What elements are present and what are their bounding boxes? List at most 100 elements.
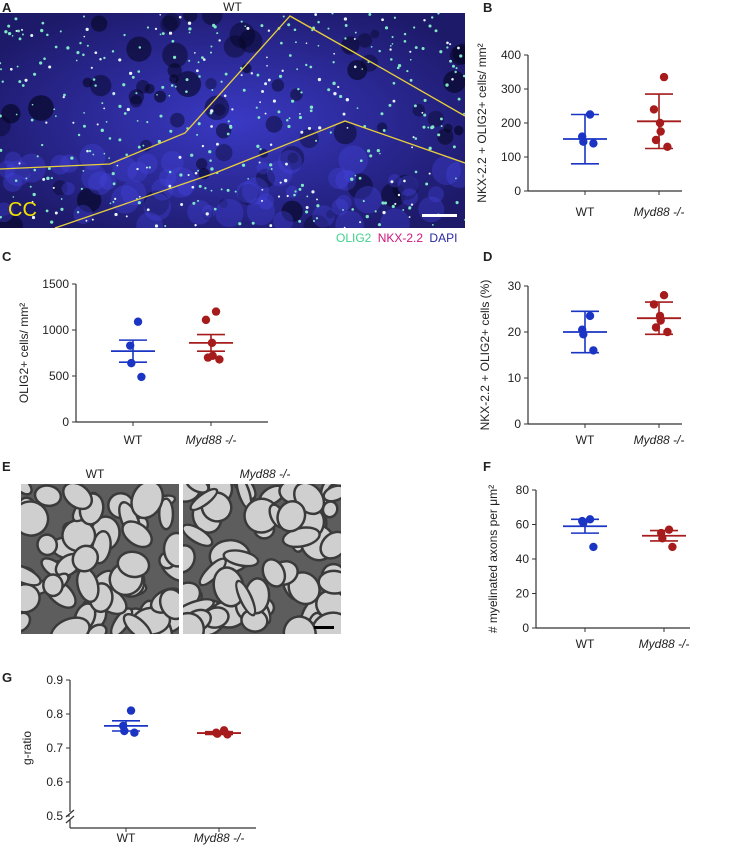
- olig2-cell: [197, 169, 200, 172]
- axon: [125, 615, 151, 634]
- dark-patch: [333, 121, 357, 145]
- olig2-cell: [283, 178, 288, 183]
- axon: [214, 568, 243, 606]
- olig2-cell: [4, 30, 8, 34]
- olig2-cell: [66, 46, 70, 50]
- olig2-cell: [0, 148, 3, 152]
- olig2-cell: [213, 207, 217, 211]
- olig2-cell: [1, 80, 4, 83]
- olig2-cell: [267, 29, 271, 32]
- olig2-cell: [251, 221, 255, 225]
- olig2-cell: [391, 204, 395, 209]
- corpus-callosum-lower-boundary: [54, 120, 465, 228]
- olig2-cell: [210, 125, 213, 128]
- olig2-cell: [210, 51, 213, 54]
- dark-patch: [128, 89, 145, 105]
- olig2-cell: [300, 91, 303, 94]
- dark-patch: [28, 95, 54, 121]
- dark-patch: [223, 35, 247, 58]
- olig2-cell: [277, 110, 281, 114]
- olig2-cell: [414, 46, 418, 50]
- olig2-cell: [406, 69, 409, 73]
- olig2-cell: [146, 166, 148, 169]
- olig2-cell: [397, 193, 401, 197]
- olig2-cell: [440, 125, 443, 128]
- panel-letter: F: [483, 459, 491, 474]
- axon: [36, 486, 60, 505]
- olig2-cell: [377, 223, 382, 227]
- olig2-cell: [135, 92, 138, 95]
- olig2-cell: [125, 153, 129, 157]
- olig2-cell: [434, 29, 438, 33]
- dark-patch: [238, 29, 263, 53]
- olig2-cell: [157, 139, 161, 144]
- y-axis-label: g-ratio: [20, 731, 34, 765]
- nuclei-cluster: [257, 193, 275, 210]
- olig2-cell: [154, 224, 159, 228]
- data-point: [649, 300, 659, 309]
- olig2-cell: [277, 195, 281, 198]
- olig2-cell: [194, 171, 198, 175]
- olig2-cell: [24, 78, 28, 82]
- olig2-cell: [342, 209, 344, 211]
- olig2-cell: [53, 108, 56, 111]
- olig2-cell: [14, 179, 18, 182]
- olig2-cell: [421, 111, 424, 114]
- dark-patch: [1, 103, 21, 124]
- data-point: [213, 729, 222, 738]
- dark-patch: [347, 173, 373, 199]
- olig2-cell: [257, 116, 261, 119]
- olig2-cell: [118, 58, 122, 62]
- olig2-cell: [293, 193, 296, 197]
- axon: [289, 573, 319, 603]
- dark-patch: [91, 15, 108, 32]
- olig2-cell: [409, 58, 412, 61]
- nuclei-cluster: [127, 161, 148, 183]
- axon: [21, 585, 39, 612]
- legend-nkx: NKX-2.2: [377, 231, 424, 245]
- olig2-cell: [430, 126, 434, 130]
- y-tick-label: 1000: [42, 323, 69, 337]
- olig2-cell: [50, 220, 54, 224]
- olig2-cell: [123, 112, 127, 115]
- olig2-cell: [389, 48, 392, 51]
- legend-olig2: OLIG2: [336, 231, 372, 245]
- data-point: [656, 316, 665, 325]
- olig2-cell: [413, 26, 416, 29]
- dark-patch: [255, 168, 276, 188]
- dark-patch: [453, 125, 464, 136]
- y-tick-label: 500: [49, 369, 69, 383]
- olig2-cell: [437, 13, 440, 15]
- dark-patch: [427, 110, 444, 128]
- olig2-cell: [0, 216, 2, 219]
- olig2-cell: [76, 211, 80, 214]
- data-point: [656, 127, 665, 136]
- olig2-cell: [111, 50, 115, 53]
- olig2-cell: [40, 143, 44, 147]
- olig2-cell: [31, 200, 34, 203]
- olig2-cell: [30, 34, 34, 37]
- data-point: [659, 72, 669, 82]
- olig2-cell: [227, 120, 230, 123]
- em-micrograph-wt: [21, 484, 179, 634]
- y-tick-label: 60: [516, 518, 530, 532]
- nuclei-cluster: [445, 161, 465, 188]
- data-point: [651, 135, 661, 145]
- nuclei-cluster: [136, 212, 163, 228]
- olig2-cell: [137, 145, 141, 149]
- olig2-cell: [201, 56, 204, 60]
- olig2-cell: [374, 210, 377, 213]
- panel-letter: C: [2, 249, 12, 264]
- olig2-cell: [261, 188, 264, 191]
- olig2-cell: [358, 176, 362, 180]
- olig2-cell: [231, 108, 234, 111]
- olig2-cell: [63, 93, 66, 97]
- olig2-cell: [118, 138, 122, 142]
- olig2-cell: [46, 176, 50, 181]
- data-point: [120, 726, 129, 736]
- olig2-cell: [390, 58, 393, 61]
- olig2-cell: [198, 75, 201, 78]
- nuclei-cluster: [400, 188, 419, 206]
- olig2-cell: [192, 201, 196, 205]
- nuclei-cluster: [112, 156, 138, 182]
